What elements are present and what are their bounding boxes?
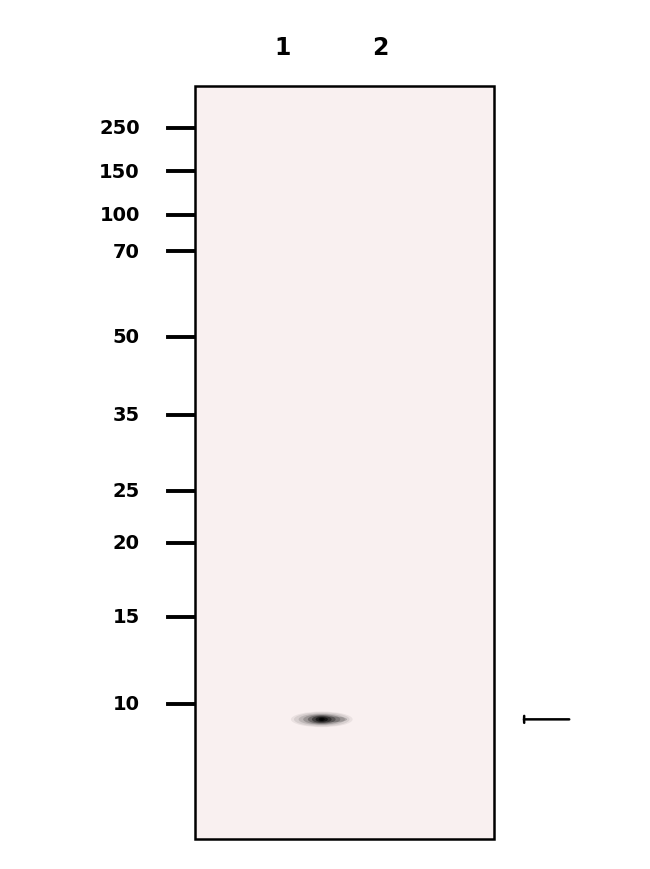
Ellipse shape [316, 717, 328, 722]
Ellipse shape [291, 712, 352, 727]
Bar [195, 87, 494, 839]
Text: 15: 15 [112, 607, 140, 627]
Ellipse shape [298, 713, 345, 726]
Ellipse shape [312, 716, 332, 723]
Text: 10: 10 [112, 694, 140, 713]
Text: 70: 70 [113, 242, 140, 262]
Text: 50: 50 [112, 328, 140, 347]
Ellipse shape [308, 715, 335, 724]
Ellipse shape [320, 719, 323, 720]
Ellipse shape [318, 718, 325, 721]
Text: 2: 2 [372, 36, 389, 60]
Text: 20: 20 [112, 534, 140, 553]
Text: 25: 25 [112, 481, 140, 501]
Text: 100: 100 [99, 206, 140, 225]
Text: 35: 35 [112, 406, 140, 425]
Ellipse shape [303, 714, 341, 725]
Ellipse shape [294, 713, 350, 726]
Text: 250: 250 [99, 119, 140, 138]
Ellipse shape [324, 717, 347, 722]
Text: 1: 1 [274, 36, 291, 60]
Text: 150: 150 [99, 163, 140, 182]
